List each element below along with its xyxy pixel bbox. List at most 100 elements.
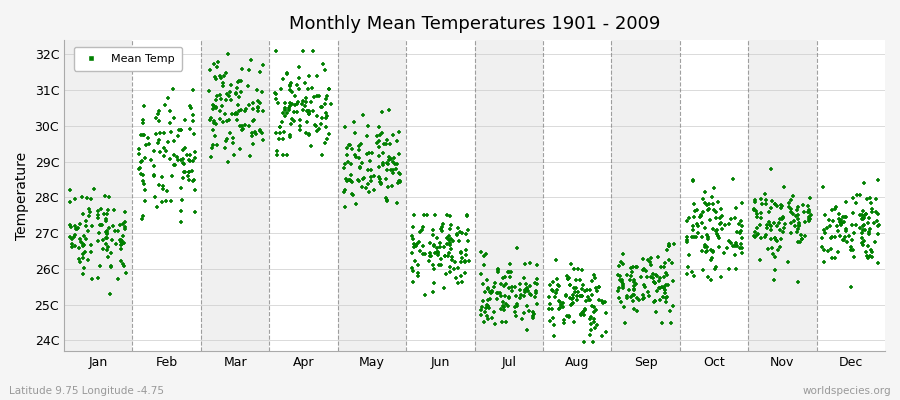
Point — [238, 108, 252, 114]
Point — [454, 230, 469, 236]
Point — [749, 208, 763, 214]
Point — [574, 292, 589, 299]
Point — [529, 301, 544, 308]
Point — [575, 286, 590, 292]
Point — [690, 229, 705, 236]
Point — [580, 287, 595, 294]
Point — [131, 146, 146, 152]
Point — [379, 140, 393, 147]
Point — [758, 191, 772, 198]
Point — [372, 138, 386, 144]
Point — [230, 84, 244, 91]
Point — [520, 286, 535, 292]
Point — [559, 293, 573, 299]
Point — [706, 248, 721, 254]
Point — [781, 204, 796, 210]
Point — [373, 179, 387, 185]
Point — [376, 162, 391, 168]
Point — [386, 132, 400, 138]
Point — [205, 145, 220, 151]
Point — [864, 249, 878, 255]
Point — [513, 294, 527, 301]
Point — [256, 108, 270, 114]
Point — [791, 223, 806, 230]
Point — [825, 255, 840, 261]
Point — [430, 249, 445, 255]
Point — [182, 169, 196, 175]
Point — [710, 227, 724, 234]
Point — [235, 66, 249, 72]
Point — [157, 145, 171, 152]
Point — [868, 209, 883, 215]
Point — [862, 231, 877, 238]
Point — [253, 128, 267, 134]
Point — [166, 86, 181, 92]
Point — [374, 180, 388, 187]
Point — [250, 105, 265, 112]
Point — [763, 166, 778, 172]
Point — [159, 197, 174, 204]
Point — [769, 201, 783, 207]
Point — [454, 272, 468, 279]
Point — [182, 177, 196, 183]
Point — [149, 204, 164, 210]
Point — [491, 266, 505, 273]
Point — [223, 89, 238, 96]
Point — [735, 200, 750, 206]
Point — [734, 245, 749, 251]
Point — [109, 241, 123, 247]
Point — [440, 240, 454, 247]
Point — [166, 138, 181, 144]
Point — [824, 246, 838, 252]
Point — [648, 280, 662, 286]
Point — [422, 258, 436, 264]
Point — [834, 221, 849, 227]
Point — [828, 234, 842, 240]
Point — [356, 159, 370, 166]
Point — [166, 114, 181, 121]
Point — [774, 235, 788, 242]
Point — [624, 265, 638, 271]
Point — [543, 300, 557, 307]
Point — [282, 107, 296, 113]
Point — [228, 111, 242, 117]
Point — [413, 248, 428, 255]
Point — [73, 221, 87, 228]
Point — [773, 244, 788, 250]
Point — [156, 186, 170, 192]
Point — [611, 288, 625, 294]
Point — [391, 180, 405, 186]
Point — [717, 222, 732, 228]
Point — [550, 287, 564, 294]
Point — [612, 272, 626, 279]
Point — [380, 197, 394, 203]
Point — [837, 219, 851, 225]
Point — [372, 153, 386, 159]
Point — [791, 220, 806, 226]
Point — [300, 118, 314, 125]
Point — [703, 257, 717, 264]
Point — [287, 118, 302, 124]
Point — [340, 145, 355, 151]
Point — [428, 212, 442, 218]
Point — [771, 220, 786, 226]
Point — [443, 240, 457, 246]
Point — [220, 158, 235, 165]
Point — [832, 233, 847, 240]
Point — [561, 276, 575, 282]
Point — [101, 207, 115, 213]
Point — [700, 273, 715, 280]
Point — [689, 207, 704, 214]
Point — [215, 83, 230, 89]
Point — [729, 266, 743, 272]
Point — [477, 252, 491, 259]
Point — [451, 280, 465, 286]
Point — [705, 194, 719, 200]
Point — [428, 243, 442, 249]
Point — [364, 174, 379, 180]
Point — [704, 277, 718, 284]
Point — [482, 305, 496, 312]
Point — [728, 215, 742, 221]
Point — [309, 123, 323, 130]
Point — [746, 233, 760, 239]
